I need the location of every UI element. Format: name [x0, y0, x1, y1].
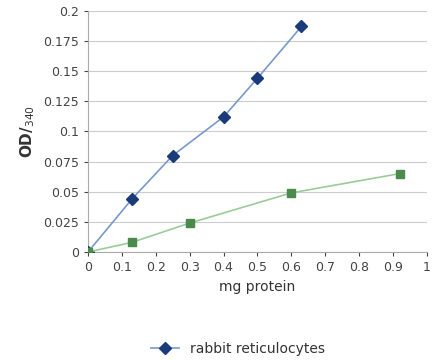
human erythrocytes	[129, 240, 135, 244]
X-axis label: mg protein: mg protein	[219, 280, 296, 294]
human erythrocytes	[397, 171, 402, 176]
rabbit reticulocytes	[255, 76, 260, 81]
Line: human erythrocytes: human erythrocytes	[84, 170, 404, 256]
rabbit reticulocytes	[221, 115, 226, 119]
rabbit reticulocytes	[299, 24, 304, 29]
rabbit reticulocytes	[129, 197, 135, 201]
Y-axis label: OD/$_{340}$: OD/$_{340}$	[19, 105, 37, 158]
rabbit reticulocytes	[85, 250, 91, 254]
rabbit reticulocytes	[170, 153, 176, 158]
Line: rabbit reticulocytes: rabbit reticulocytes	[84, 22, 306, 256]
human erythrocytes	[289, 191, 294, 195]
human erythrocytes	[85, 250, 91, 254]
human erythrocytes	[187, 221, 192, 225]
Legend: rabbit reticulocytes, human erythrocytes: rabbit reticulocytes, human erythrocytes	[145, 336, 336, 360]
